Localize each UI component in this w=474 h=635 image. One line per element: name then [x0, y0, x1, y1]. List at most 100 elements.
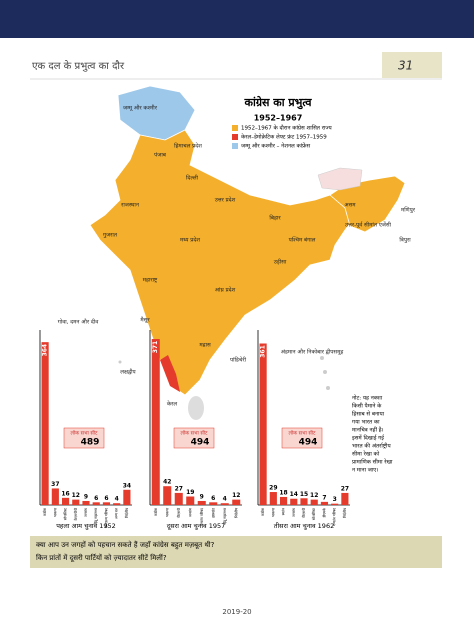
- state-label: महाराष्ट्र: [143, 278, 158, 284]
- value-label: 6: [94, 495, 98, 502]
- x-tick-label: जनसंघ: [292, 507, 296, 517]
- note-line: न माना जाए।: [352, 468, 378, 474]
- note-line: नोट: यह नक्शा: [352, 395, 383, 402]
- value-label: 19: [186, 489, 194, 496]
- map-note: नोट: यह नक्शाकिसी पैमाने केहिसाब से बनाय…: [352, 395, 393, 474]
- x-tick-label: भाकपा: [165, 508, 169, 517]
- seat-box: [281, 427, 323, 449]
- x-tick-label: कांग्रेस: [260, 507, 265, 516]
- x-tick-label: कांग्रेस: [42, 507, 47, 516]
- state-label: पश्चिम बंगाल: [289, 237, 316, 244]
- state-label: दिल्ली: [186, 175, 199, 182]
- bar: [174, 492, 183, 505]
- x-tick-label: हिंदू महासभा: [93, 508, 99, 524]
- bar: [82, 500, 90, 505]
- state-label: आंध्र प्रदेश: [215, 287, 236, 294]
- value-label: 18: [279, 489, 287, 496]
- header-title: एक दल के प्रभुत्व का दौर: [32, 60, 125, 72]
- x-tick-label: भाकपा: [271, 508, 275, 517]
- note-line: किसी पैमाने के: [352, 403, 382, 410]
- bar: [331, 503, 339, 505]
- value-label: 12: [310, 492, 318, 499]
- island: [320, 356, 324, 360]
- x-tick-label: पीएसपी: [301, 508, 306, 518]
- bar: [269, 492, 277, 505]
- x-tick-label: निर्दलीय: [233, 507, 238, 518]
- value-label: 27: [341, 485, 349, 492]
- page-number-box: [382, 52, 442, 78]
- bar: [209, 502, 218, 505]
- state-labels: जम्मू और कश्मीर हिमाचल प्रदेश पंजाब दिल्ली र…: [58, 105, 416, 408]
- x-tick-label: भाकपा: [53, 508, 57, 517]
- x-tick-label: पीएसपी: [176, 508, 181, 518]
- footer: 2019-20: [222, 608, 251, 616]
- note-line: भारत की अंतर्राष्ट्रीय: [352, 443, 391, 450]
- value-label: 16: [61, 490, 69, 497]
- island: [118, 360, 122, 364]
- bar: [341, 492, 349, 505]
- bar: [232, 499, 241, 505]
- chart-title: तीसरा आम चुनाव 1962: [274, 522, 334, 530]
- seat-label: लोक सभा सीट: [288, 430, 316, 437]
- value-label: 34: [123, 482, 131, 489]
- state-label: उड़ीसा: [274, 259, 287, 266]
- bar: [320, 501, 329, 505]
- top-band: [0, 0, 474, 38]
- state-label: अंडमान और निकोबार द्वीपसमूह: [281, 349, 344, 356]
- bar: [113, 503, 121, 505]
- value-label: 14: [290, 491, 298, 498]
- state-label: गुजरात: [103, 233, 118, 239]
- page-number: 31: [398, 59, 413, 73]
- state-label: गोवा, दमन और दीव: [58, 319, 99, 326]
- x-tick-label: सोशलिस्ट: [311, 508, 316, 520]
- map: [89, 85, 406, 420]
- state-label: बिहार: [269, 215, 281, 222]
- legend-swatch: [232, 143, 238, 149]
- seat-total: 494: [299, 438, 318, 448]
- bar: [259, 343, 267, 505]
- kerala-region: [160, 355, 180, 392]
- note-line: सीमा रेखा को: [352, 451, 380, 458]
- value-label: 7: [322, 494, 326, 501]
- value-label: 12: [232, 492, 240, 499]
- value-label: 12: [72, 492, 80, 499]
- x-tick-label: रामराज्य परिषद: [103, 508, 108, 528]
- state-label: मद्रास: [199, 343, 211, 349]
- nefa-region: [317, 167, 363, 191]
- state-label: पांडिचेरी: [230, 357, 247, 364]
- seat-total: 494: [191, 438, 210, 448]
- bar: [279, 496, 288, 505]
- note-line: इसमें दिखाई गई: [352, 435, 385, 442]
- value-label: 9: [84, 493, 88, 500]
- legend-label: केरल–डेमोक्रेटिक लेफ्ट फ्रंट 1957–1959: [241, 134, 327, 141]
- x-tick-label: अन्य दल: [115, 507, 119, 519]
- state-label: असम: [344, 203, 356, 209]
- value-label: 29: [269, 485, 277, 492]
- seat-total: 489: [81, 438, 100, 448]
- bar: [197, 500, 206, 505]
- bar: [123, 489, 131, 505]
- legend-swatch: [232, 125, 238, 131]
- value-label: 9: [200, 493, 204, 500]
- value-label: 3: [333, 496, 337, 503]
- seat-box: [173, 427, 215, 449]
- bar: [72, 499, 80, 505]
- question-box: [30, 536, 442, 568]
- state-label: उत्तर-पूर्व सीमांत एजेंसी: [345, 222, 392, 229]
- bar: [290, 498, 298, 505]
- seat-label: लोक सभा सीट: [180, 430, 208, 437]
- state-label: लक्षद्वीप: [120, 369, 136, 376]
- x-tick-label: झारखंड: [211, 508, 215, 518]
- value-label: 27: [175, 485, 183, 492]
- x-tick-label: जनसंघ: [84, 507, 88, 517]
- question: क्या आप उन जगहों को पहचान सकते हैं जहाँ …: [36, 540, 215, 550]
- x-tick-label: सोशलिस्ट: [63, 508, 68, 520]
- bar: [102, 502, 111, 505]
- bar: [163, 486, 172, 505]
- x-tick-label: केएमपीपी: [73, 508, 78, 521]
- legend: 1952–1967 के दौरान कांग्रेस शासित राज्य क…: [232, 125, 333, 150]
- bar: [92, 502, 100, 505]
- state-label: राजस्थान: [121, 203, 140, 209]
- bar: [51, 488, 59, 505]
- value-label: 371: [152, 341, 159, 354]
